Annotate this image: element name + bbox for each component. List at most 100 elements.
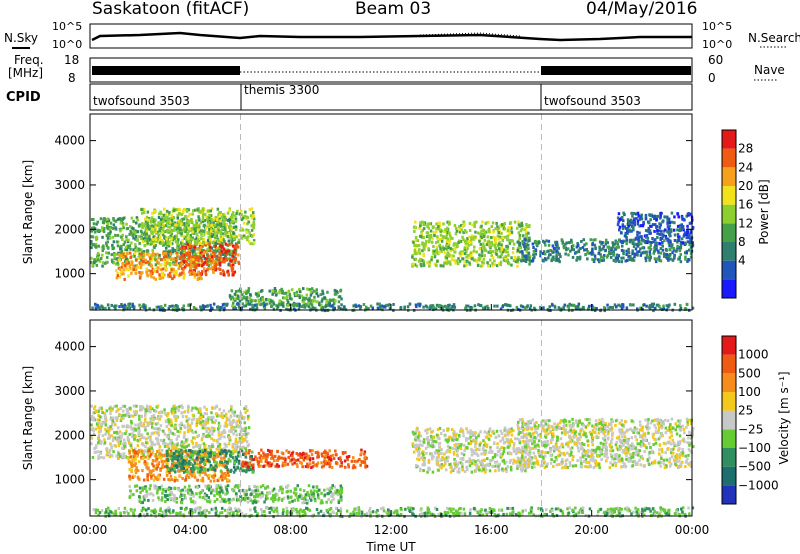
velocity-cell-0 xyxy=(113,404,116,408)
power-cell-6 xyxy=(667,254,670,258)
power-cell-0 xyxy=(210,234,214,238)
power-cell-0 xyxy=(112,217,115,220)
power-cell-4 xyxy=(291,288,294,292)
velocity-cell-0 xyxy=(202,434,206,438)
power-cell-1 xyxy=(149,257,152,261)
power-cell-7 xyxy=(677,215,680,219)
power-cell-0 xyxy=(113,255,116,259)
velocity-cell-0 xyxy=(180,440,184,444)
power-cell-5 xyxy=(457,261,460,265)
power-cell-7 xyxy=(668,224,672,228)
power-cell-7 xyxy=(621,223,625,227)
velocity-cell-0 xyxy=(114,416,117,420)
power-cell-5 xyxy=(458,228,461,232)
velocity-cell-0 xyxy=(118,438,121,442)
power-cell-7 xyxy=(656,232,659,236)
power-cell-8 xyxy=(100,304,103,308)
power-cell-5 xyxy=(465,263,468,267)
power-cell-7 xyxy=(666,230,669,234)
power-cell-6 xyxy=(691,243,695,247)
power-cell-5 xyxy=(479,264,483,268)
power-cell-0 xyxy=(108,232,112,236)
power-cell-5 xyxy=(495,253,499,257)
velocity-cell-0 xyxy=(145,437,148,441)
velocity-cell-0 xyxy=(185,419,189,423)
power-cell-5 xyxy=(458,225,461,228)
velocity-cell-0 xyxy=(108,433,111,437)
velocity-cell-1 xyxy=(220,456,223,460)
power-cell-1 xyxy=(156,270,159,274)
velocity-cell-0 xyxy=(236,419,239,423)
power-cell-6 xyxy=(525,242,528,246)
power-cell-3 xyxy=(230,215,234,219)
power-cell-7 xyxy=(620,240,624,244)
power-cell-8 xyxy=(297,307,301,311)
power-cell-5 xyxy=(496,255,500,259)
power-cell-5 xyxy=(473,223,476,227)
velocity-cell-0 xyxy=(232,449,236,453)
power-cell-5 xyxy=(419,257,422,261)
power-cell-3 xyxy=(142,210,146,214)
velocity-cell-1 xyxy=(223,463,226,467)
power-cell-2 xyxy=(182,259,185,263)
velocity-cell-1 xyxy=(163,465,167,469)
power-cell-5 xyxy=(422,221,425,225)
power-cell-8 xyxy=(357,304,361,308)
power-cell-3 xyxy=(174,240,178,244)
power-cell-8 xyxy=(277,302,281,306)
power-cell-5 xyxy=(463,247,466,251)
power-cell-5 xyxy=(424,223,427,227)
velocity-cell-0 xyxy=(191,406,194,410)
power-cell-5 xyxy=(492,235,495,239)
velocity-cell-0 xyxy=(193,436,196,440)
power-cell-0 xyxy=(106,240,109,244)
velocity-cell-0 xyxy=(170,443,174,447)
velocity-cell-1 xyxy=(154,454,158,458)
power-cell-5 xyxy=(486,261,489,265)
power-cell-5 xyxy=(438,221,441,225)
power-cell-0 xyxy=(180,228,183,232)
power-cell-6 xyxy=(606,245,609,249)
power-cell-1 xyxy=(163,273,166,277)
velocity-cell-0 xyxy=(211,420,214,424)
power-colorbar-tick-3: 16 xyxy=(738,198,753,212)
velocity-cell-0 xyxy=(177,409,181,413)
velocity-cell-0 xyxy=(110,446,113,450)
power-cell-2 xyxy=(232,251,235,255)
power-cell-8 xyxy=(417,302,420,306)
power-cell-5 xyxy=(445,256,448,260)
power-cell-3 xyxy=(226,235,230,238)
power-cell-8 xyxy=(650,304,653,308)
power-cell-0 xyxy=(136,218,139,222)
power-cell-2 xyxy=(224,242,228,246)
power-cell-5 xyxy=(435,230,438,234)
power-cell-5 xyxy=(489,249,492,253)
power-cell-6 xyxy=(557,257,560,261)
velocity-cell-0 xyxy=(156,404,160,408)
power-cell-4 xyxy=(285,297,289,301)
velocity-cell-0 xyxy=(137,431,141,435)
velocity-cell-0 xyxy=(231,421,234,424)
power-cell-7 xyxy=(658,232,662,236)
power-cell-5 xyxy=(465,259,468,263)
power-cell-5 xyxy=(467,255,471,259)
power-cell-0 xyxy=(102,244,105,248)
velocity-cell-0 xyxy=(194,406,197,410)
power-cell-3 xyxy=(253,241,256,244)
velocity-cell-1 xyxy=(155,457,159,461)
power-cell-0 xyxy=(162,250,166,254)
power-cell-1 xyxy=(115,269,118,272)
power-cell-0 xyxy=(203,219,207,222)
power-cell-7 xyxy=(631,242,635,245)
power-cell-8 xyxy=(176,304,179,308)
velocity-cell-1 xyxy=(212,479,216,483)
power-cell-1 xyxy=(129,267,132,270)
power-cell-3 xyxy=(162,229,166,233)
power-cell-5 xyxy=(480,254,484,258)
power-cell-5 xyxy=(488,241,492,245)
power-cell-5 xyxy=(430,258,433,262)
power-cell-5 xyxy=(494,246,497,250)
power-cell-1 xyxy=(118,254,122,258)
power-cell-2 xyxy=(234,256,238,260)
power-cell-0 xyxy=(233,255,236,259)
